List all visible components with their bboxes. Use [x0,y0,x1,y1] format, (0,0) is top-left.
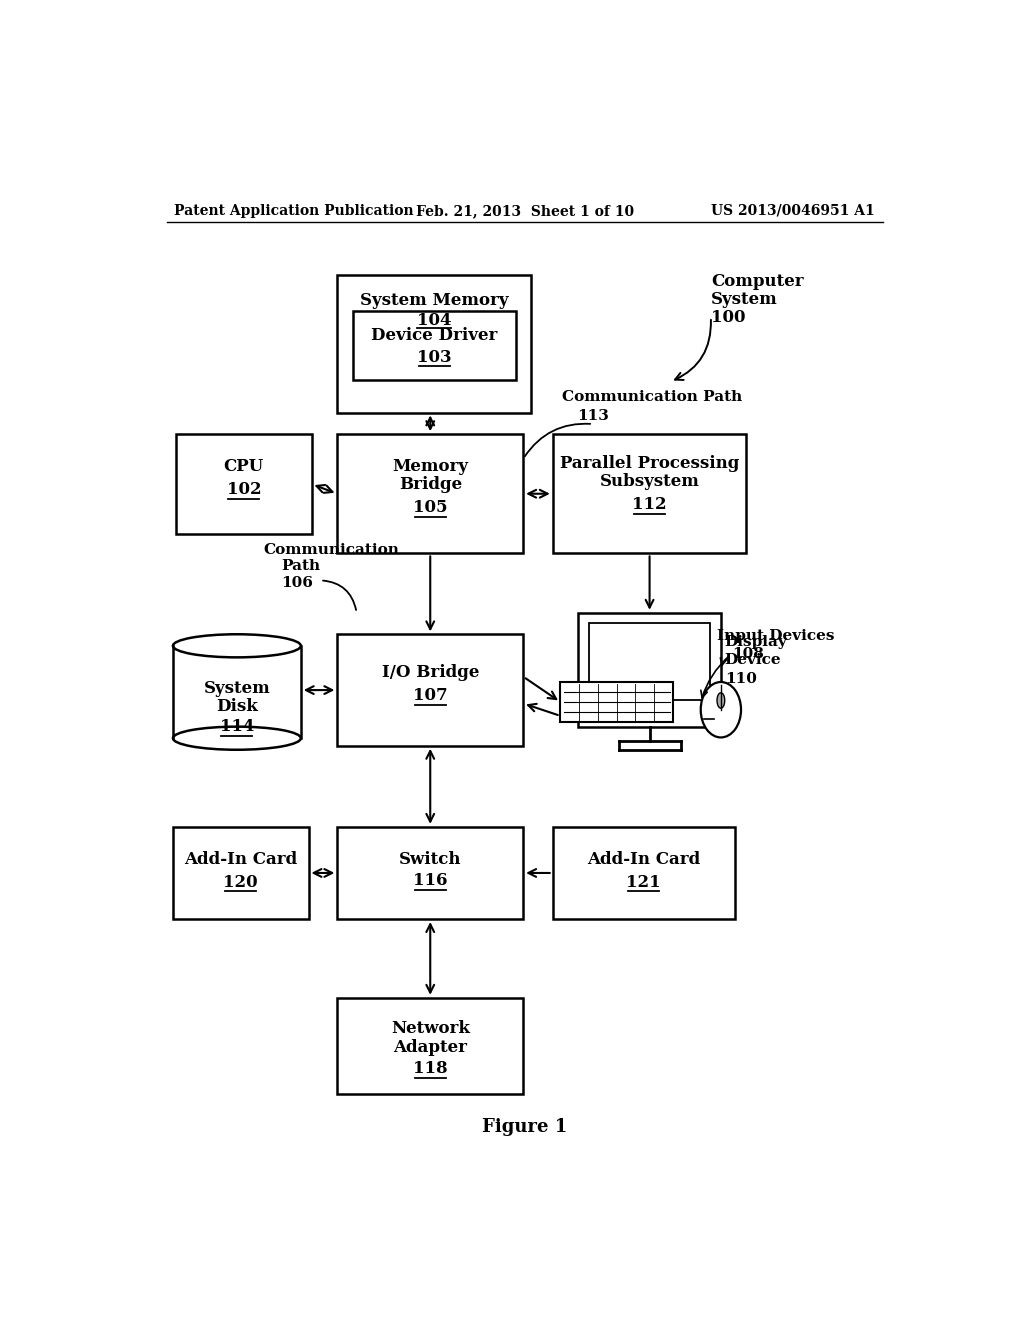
Text: Device Driver: Device Driver [371,327,498,345]
Text: Feb. 21, 2013  Sheet 1 of 10: Feb. 21, 2013 Sheet 1 of 10 [416,203,634,218]
Text: CPU: CPU [223,458,264,475]
Bar [589,623,711,701]
Bar [560,682,673,722]
Bar [337,998,523,1094]
Text: Parallel Processing: Parallel Processing [560,455,739,471]
Ellipse shape [173,726,301,750]
Text: Patent Application Publication: Patent Application Publication [174,203,414,218]
Text: Communication: Communication [263,543,399,557]
Text: US 2013/0046951 A1: US 2013/0046951 A1 [712,203,876,218]
Text: 102: 102 [226,480,261,498]
Text: 103: 103 [417,348,452,366]
Text: 121: 121 [627,874,662,891]
Bar [553,434,746,553]
Bar [553,826,735,919]
Text: Computer: Computer [711,273,804,290]
Text: Communication Path: Communication Path [562,391,742,404]
Text: 116: 116 [413,873,447,890]
Text: Subsystem: Subsystem [600,474,699,490]
Text: Adapter: Adapter [393,1039,467,1056]
Bar [337,826,523,919]
Text: 113: 113 [578,409,609,424]
Text: Switch: Switch [399,850,462,867]
Bar [352,312,515,380]
Text: 108: 108 [732,647,764,661]
Text: 114: 114 [219,718,254,735]
Text: Display: Display [725,635,787,649]
Text: 106: 106 [282,577,313,590]
Text: 112: 112 [632,496,667,513]
Text: 100: 100 [711,309,745,326]
Text: System: System [204,680,270,697]
Bar [578,612,721,726]
Text: Add-In Card: Add-In Card [184,850,297,867]
Text: Memory: Memory [392,458,468,475]
Text: System Memory: System Memory [359,292,508,309]
Text: Device: Device [725,653,781,668]
Bar [337,276,531,412]
Text: Network: Network [391,1020,470,1038]
Text: Input Devices: Input Devices [717,628,835,643]
Text: System: System [711,290,777,308]
Text: Add-In Card: Add-In Card [587,850,700,867]
Bar [173,826,308,919]
Ellipse shape [717,693,725,708]
Text: Figure 1: Figure 1 [482,1118,567,1137]
Text: Bridge: Bridge [398,477,462,494]
Text: 110: 110 [725,672,757,686]
Bar [176,434,311,535]
Text: 105: 105 [413,499,447,516]
Text: I/O Bridge: I/O Bridge [382,664,479,681]
Text: Path: Path [282,560,321,573]
Text: 120: 120 [223,874,258,891]
Ellipse shape [700,682,741,738]
Text: 104: 104 [417,312,452,329]
Bar [337,434,523,553]
Ellipse shape [173,635,301,657]
Text: Disk: Disk [216,698,258,715]
Text: 118: 118 [413,1060,447,1077]
Text: 107: 107 [413,688,447,705]
Bar [337,635,523,746]
